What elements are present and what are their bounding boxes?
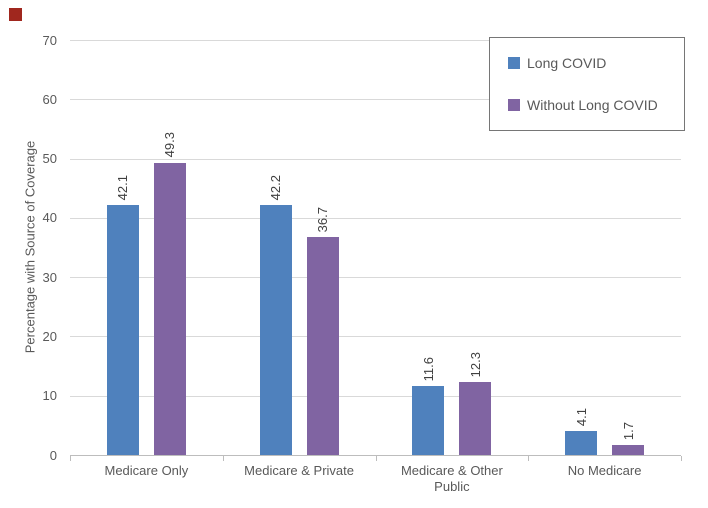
legend-swatch-icon — [508, 99, 520, 111]
data-label: 12.3 — [467, 351, 483, 378]
y-tick-label: 0 — [49, 447, 57, 463]
x-axis-tick — [70, 456, 71, 461]
bar-long-covid — [106, 205, 139, 455]
gridline — [70, 277, 681, 279]
data-label: 42.1 — [115, 175, 131, 201]
data-label: 42.2 — [268, 174, 284, 200]
x-axis-tick — [528, 456, 530, 461]
data-label: 11.6 — [420, 356, 436, 382]
data-label: 4.1 — [573, 407, 589, 426]
bar-without-long-covid — [153, 162, 186, 455]
gridline — [70, 217, 681, 219]
bar-without-long-covid — [612, 444, 645, 455]
data-label: 49.3 — [162, 132, 178, 158]
bar-long-covid — [259, 204, 292, 455]
x-axis-line — [70, 455, 681, 456]
x-axis-tick — [375, 456, 377, 461]
legend-label: Without Long COVID — [527, 97, 658, 113]
y-tick-label: 70 — [42, 32, 57, 48]
bar-long-covid — [565, 430, 598, 455]
y-axis-title: Percentage with Source of Coverage — [22, 140, 38, 354]
y-tick-label: 60 — [42, 91, 57, 107]
category-label: No Medicare — [567, 463, 642, 478]
y-tick-label: 30 — [42, 269, 57, 285]
legend-item-long-covid: Long COVID — [490, 55, 684, 71]
data-label: 1.7 — [620, 421, 636, 440]
y-tick-label: 50 — [42, 151, 57, 167]
legend-label: Long COVID — [527, 55, 607, 71]
bar-without-long-covid — [459, 382, 492, 455]
x-axis-tick — [222, 456, 224, 461]
gridline — [70, 158, 681, 160]
legend-item-without-long-covid: Without Long COVID — [490, 97, 684, 113]
gridline — [70, 395, 681, 397]
legend: Long COVID Without Long COVID — [489, 37, 685, 131]
data-label: 36.7 — [315, 207, 331, 233]
gridline — [70, 336, 681, 338]
bar-without-long-covid — [306, 237, 339, 455]
legend-swatch-icon — [508, 57, 520, 69]
category-label: Medicare Only — [104, 463, 189, 478]
category-label: Medicare & Other Public — [400, 463, 503, 494]
y-tick-label: 40 — [42, 210, 57, 226]
gridline — [70, 40, 681, 41]
x-axis-tick — [681, 456, 682, 461]
gridline — [70, 99, 681, 101]
y-tick-label: 20 — [42, 328, 57, 344]
category-label: Medicare & Private — [244, 463, 354, 478]
red-marker-square — [9, 8, 22, 21]
bar-long-covid — [412, 386, 445, 455]
y-tick-label: 10 — [42, 388, 57, 404]
